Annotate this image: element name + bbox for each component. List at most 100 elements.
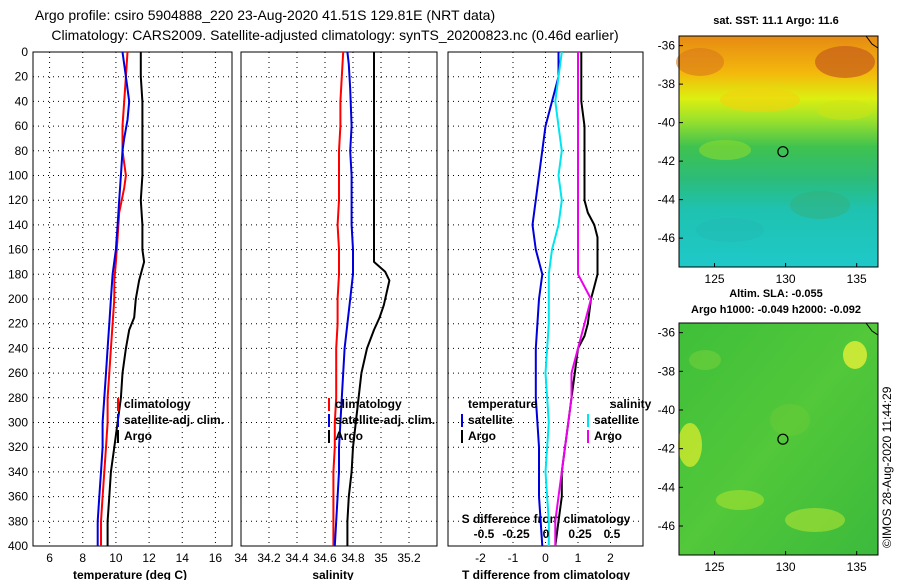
map-y-tick-label: -38 xyxy=(658,77,676,91)
map-x-tick-label: 130 xyxy=(776,272,796,286)
x-tick-label: 34.4 xyxy=(285,551,309,565)
depth-tick-label: 100 xyxy=(8,169,28,183)
depth-tick-label: 320 xyxy=(8,440,28,454)
map-y-tick-label: -36 xyxy=(658,326,676,340)
map-y-tick-label: -36 xyxy=(658,39,676,53)
coastline xyxy=(865,322,879,336)
sst-map-title: sat. SST: 11.1 Argo: 11.6 xyxy=(713,15,839,27)
legend-argo: Argo xyxy=(335,429,363,443)
x-tick-label: 34.2 xyxy=(257,551,281,565)
legend-climatology: climatology xyxy=(124,397,191,411)
depth-tick-label: 140 xyxy=(8,218,28,232)
s-diff-tick-label: 0.25 xyxy=(568,527,592,541)
legend-argo: Argo xyxy=(124,429,152,443)
legend-s-argo: Argo xyxy=(594,429,622,443)
x-tick-label: 16 xyxy=(209,551,223,565)
depth-tick-label: 240 xyxy=(8,341,28,355)
series-line-satellite xyxy=(96,51,131,546)
map-y-tick-label: -46 xyxy=(658,231,676,245)
map-y-tick-label: -40 xyxy=(658,403,676,417)
x-tick-label: 14 xyxy=(176,551,190,565)
s-diff-tick-label: -0.5 xyxy=(474,527,495,541)
series-line-argo xyxy=(106,52,146,546)
map-x-tick-label: 135 xyxy=(847,560,867,574)
sla-map-title: Altim. SLA: -0.055 xyxy=(729,288,823,300)
depth-tick-label: 260 xyxy=(8,366,28,380)
x-tick-label: 2 xyxy=(607,551,614,565)
depth-tick-label: 60 xyxy=(15,119,29,133)
figure-title-line1: Argo profile: csiro 5904888_220 23-Aug-2… xyxy=(35,7,495,23)
salinity-legend: climatology satellite-adj. clim. Argo xyxy=(328,397,435,443)
argo-float-marker xyxy=(777,433,789,445)
plot-frame xyxy=(32,51,233,547)
map-y-tick-label: -42 xyxy=(658,154,676,168)
s-diff-tick-label: 0 xyxy=(543,527,550,541)
series-line-satellite xyxy=(333,51,354,547)
x-tick-label: 6 xyxy=(46,551,53,565)
depth-tick-label: 40 xyxy=(15,94,29,108)
x-tick-label: 34.8 xyxy=(341,551,365,565)
series-line-argo xyxy=(346,52,391,546)
depth-tick-label: 20 xyxy=(15,70,29,84)
depth-tick-label: 280 xyxy=(8,391,28,405)
depth-tick-label: 200 xyxy=(8,292,28,306)
difference-legend: temperature salinity satellite Argo sate… xyxy=(461,397,652,443)
sla-map-panel: Argo h1000: -0.049 h2000: -0.092 125 130 1… xyxy=(658,304,879,574)
x-tick-label: 12 xyxy=(142,551,156,565)
figure-title-line2: Climatology: CARS2009. Satellite-adjuste… xyxy=(51,27,618,43)
map-y-tick-label: -44 xyxy=(658,193,676,207)
x-tick-label: 8 xyxy=(79,551,86,565)
x-tick-label: 34 xyxy=(234,551,248,565)
legend-t-satellite: satellite xyxy=(468,413,513,427)
map-y-tick-label: -46 xyxy=(658,519,676,533)
legend-climatology: climatology xyxy=(335,397,402,411)
s-difference-axis-label: S difference from climatology xyxy=(462,512,631,526)
depth-tick-label: 380 xyxy=(8,514,28,528)
depth-tick-label: 220 xyxy=(8,317,28,331)
temperature-panel: 6 8 10 12 14 16 climatology satellite-adj. cl… xyxy=(32,51,233,580)
difference-panel: S difference from climatology -2 -1 0 1 2 te… xyxy=(447,51,652,580)
sst-texture xyxy=(676,46,875,242)
argo-float-marker xyxy=(777,146,789,158)
sla-map-subtitle: Argo h1000: -0.049 h2000: -0.092 xyxy=(691,304,861,316)
temperature-legend: climatology satellite-adj. clim. Argo xyxy=(117,397,224,443)
series-line-climatology xyxy=(332,51,345,546)
sla-texture xyxy=(678,341,867,532)
s-diff-tick-label: 0.5 xyxy=(604,527,621,541)
x-tick-label: 0 xyxy=(542,551,549,565)
map-x-tick-label: 125 xyxy=(705,272,725,286)
legend-satellite: satellite-adj. clim. xyxy=(335,413,435,427)
salinity-panel: 34 34.2 34.4 34.6 34.8 35 35.2 climatology sat… xyxy=(234,51,438,580)
x-tick-label: 34.6 xyxy=(313,551,337,565)
x-tick-label: 1 xyxy=(575,551,582,565)
legend-s-satellite: satellite xyxy=(594,413,639,427)
depth-tick-label: 300 xyxy=(8,416,28,430)
depth-tick-label: 340 xyxy=(8,465,28,479)
depth-tick-label: 400 xyxy=(8,539,28,553)
depth-tick-label: 360 xyxy=(8,490,28,504)
depth-tick-label: 180 xyxy=(8,267,28,281)
x-tick-label: -2 xyxy=(475,551,486,565)
t-difference-axis-label: T difference from climatology xyxy=(462,568,630,580)
s-diff-tick-label: -0.25 xyxy=(502,527,530,541)
map-y-tick-label: -40 xyxy=(658,116,676,130)
x-tick-label: 10 xyxy=(109,551,123,565)
imos-watermark: ©IMOS 28-Aug-2020 11:44:29 xyxy=(880,386,894,548)
series-line-s-argo xyxy=(554,52,592,546)
series-line-s-satellite xyxy=(544,51,563,546)
legend-satellite: satellite-adj. clim. xyxy=(124,413,224,427)
coastline xyxy=(865,35,879,49)
x-tick-label: -1 xyxy=(508,551,519,565)
depth-tick-label: 160 xyxy=(8,243,28,257)
depth-tick-label: 0 xyxy=(21,45,28,59)
map-x-tick-label: 135 xyxy=(847,272,867,286)
legend-title-salinity: salinity xyxy=(610,397,652,411)
map-x-tick-label: 130 xyxy=(776,560,796,574)
x-tick-label: 35.2 xyxy=(397,551,421,565)
legend-t-argo: Argo xyxy=(468,429,496,443)
map-y-tick-label: -38 xyxy=(658,364,676,378)
depth-tick-label: 120 xyxy=(8,193,28,207)
sst-map-panel: sat. SST: 11.1 Argo: 11.6 Altim. SLA: -0… xyxy=(658,15,879,300)
series-line-climatology xyxy=(100,51,129,546)
